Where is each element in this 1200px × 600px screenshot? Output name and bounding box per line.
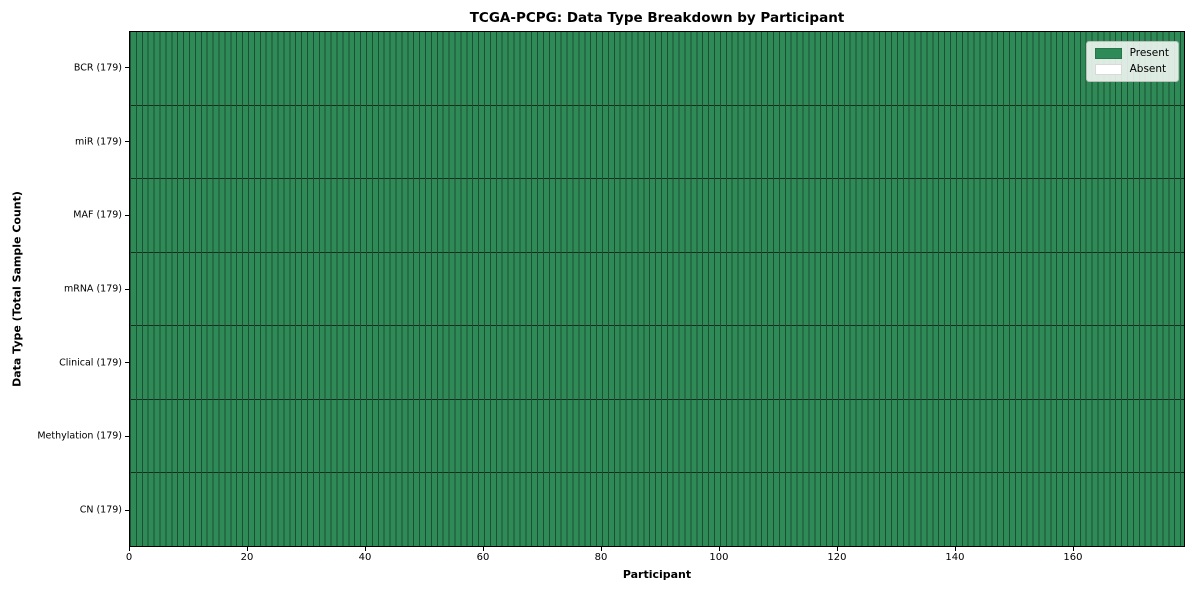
y-tick-label: miR (179): [74, 136, 122, 148]
heatmap-row-mRNA: [130, 252, 1184, 327]
x-tick-label: 160: [1063, 552, 1083, 563]
y-tick-mark: [125, 288, 129, 290]
heatmap-row-BCR: [130, 32, 1184, 106]
x-tick-mark: [129, 547, 130, 551]
x-tick-mark: [482, 547, 484, 551]
present-segment: [130, 326, 1184, 399]
plot-area: Present Absent: [129, 31, 1185, 547]
legend-swatch-icon: [1094, 64, 1122, 75]
heatmap-rows: [130, 32, 1184, 547]
y-tick-mark: [125, 141, 129, 143]
x-tick-label: 40: [358, 552, 372, 563]
heatmap-row-CN: [130, 473, 1184, 547]
legend-swatch-icon: [1094, 48, 1122, 59]
present-segment: [130, 473, 1184, 547]
x-tick-label: 140: [945, 552, 965, 563]
x-tick-mark: [364, 547, 366, 551]
chart-title: TCGA-PCPG: Data Type Breakdown by Partic…: [469, 10, 845, 26]
x-tick-mark: [1072, 547, 1074, 551]
legend: Present Absent: [1085, 41, 1179, 82]
x-tick-mark: [600, 547, 602, 551]
x-tick-label: 20: [240, 552, 254, 563]
x-tick-label: 0: [125, 552, 133, 563]
x-axis-title: Participant: [622, 568, 692, 581]
x-tick-label: 80: [594, 552, 608, 563]
y-tick-mark: [125, 435, 129, 437]
heatmap-row-Methylation: [130, 399, 1184, 474]
present-segment: [130, 252, 1184, 326]
y-tick-label: mRNA (179): [63, 283, 122, 295]
y-tick-mark: [125, 362, 129, 364]
heatmap-row-MAF: [130, 179, 1184, 253]
x-tick-mark: [246, 547, 248, 551]
x-tick-label: 120: [827, 552, 847, 563]
present-segment: [130, 179, 1184, 252]
y-tick-mark: [125, 214, 129, 216]
heatmap-row-miR: [130, 105, 1184, 180]
x-tick-mark: [718, 547, 720, 551]
y-tick-mark: [125, 67, 129, 69]
present-segment: [130, 399, 1184, 473]
y-tick-label: CN (179): [79, 504, 122, 516]
legend-item-absent: Absent: [1094, 63, 1169, 76]
y-tick-label: Clinical (179): [59, 357, 122, 369]
heatmap-row-Clinical: [130, 326, 1184, 400]
legend-label: Present: [1129, 47, 1169, 60]
y-tick-label: BCR (179): [73, 62, 122, 74]
x-tick-label: 60: [476, 552, 490, 563]
x-tick-mark: [836, 547, 838, 551]
y-tick-label: Methylation (179): [37, 430, 122, 442]
legend-label: Absent: [1129, 63, 1167, 76]
present-segment: [130, 32, 1184, 105]
x-tick-mark: [954, 547, 956, 551]
legend-item-present: Present: [1094, 47, 1169, 60]
present-segment: [130, 105, 1184, 179]
x-tick-label: 100: [709, 552, 729, 563]
y-tick-label: MAF (179): [73, 209, 122, 221]
y-tick-mark: [125, 509, 129, 511]
